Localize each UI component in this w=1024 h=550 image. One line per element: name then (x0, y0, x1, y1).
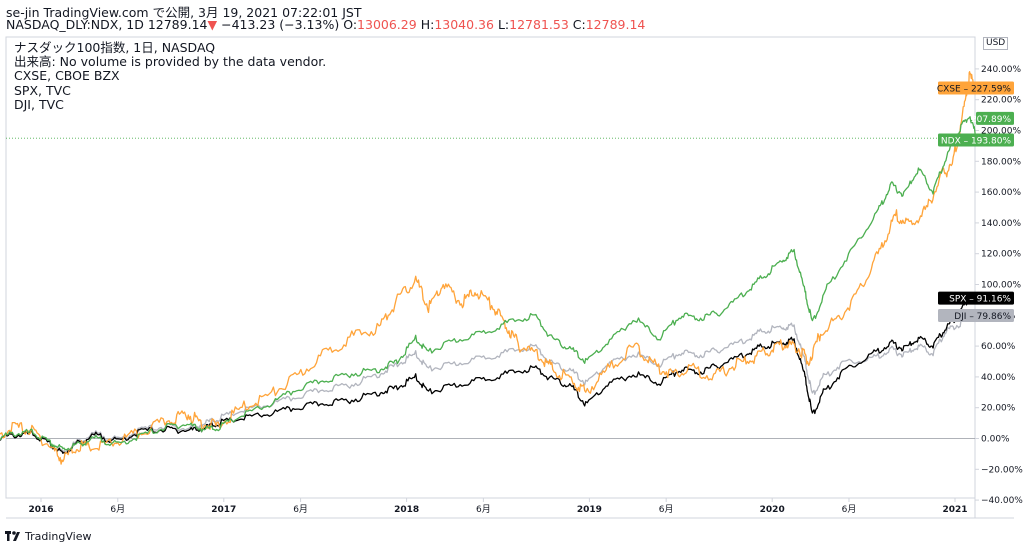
last-value-text-dji: DJI – 79.86% (954, 312, 1011, 322)
high-value: 13040.36 (434, 17, 494, 32)
last-value-tag-bare (976, 111, 1014, 125)
y-tick-label: 120.00% (981, 250, 1021, 260)
symbol-ohlc-line: NASDAQ_DLY:NDX, 1D 12789.14▼ −413.23 (−3… (6, 17, 645, 32)
symbol[interactable]: NASDAQ_DLY:NDX, 1D (6, 17, 144, 32)
x-tick-label: 2017 (211, 505, 236, 515)
legend-main-series[interactable]: ナスダック100指数, 1日, NASDAQ (14, 40, 216, 55)
close-value: 12789.14 (585, 17, 646, 32)
currency-label[interactable]: USD (983, 37, 1009, 50)
chart-legend: ナスダック100指数, 1日, NASDAQ 出来高: No volume is… (14, 40, 327, 112)
y-tick-label: 20.00% (981, 404, 1016, 414)
y-tick-label: 220.00% (981, 96, 1021, 106)
y-tick-label: 240.00% (981, 65, 1021, 75)
x-tick-label: 2021 (942, 505, 967, 515)
legend-volume: 出来高: No volume is provided by the data v… (14, 54, 327, 70)
footer-brand[interactable]: TradingView (5, 530, 91, 543)
high-label: H: (420, 17, 435, 32)
series-line-cxse[interactable] (0, 71, 978, 465)
last-value-tag-ndx (938, 133, 1014, 147)
tradingview-logo-icon (5, 531, 20, 541)
y-tick-label: −40.00% (981, 496, 1023, 506)
x-tick-label: 6月 (110, 504, 125, 515)
x-tick-label: 2020 (760, 505, 785, 515)
low-value: 12781.53 (509, 17, 569, 32)
publish-line: se-jin TradingView.com で公開, 3月 19, 2021 … (6, 5, 362, 20)
y-tick-label: 200.00% (981, 127, 1021, 137)
series-line-spx[interactable] (0, 293, 978, 455)
low-label: L: (497, 17, 510, 32)
x-tick-label: 2018 (394, 505, 419, 515)
x-tick-label: 2016 (28, 505, 53, 515)
x-tick-label: 2019 (577, 505, 602, 515)
close-label: C: (572, 17, 586, 32)
open-label: O: (343, 17, 358, 32)
x-tick-label: 6月 (293, 504, 308, 515)
last-value-text-spx: SPX – 91.16% (949, 295, 1011, 305)
y-tick-label: 100.00% (981, 281, 1021, 291)
x-tick-label: 6月 (476, 504, 491, 515)
legend-cxse[interactable]: CXSE, CBOE BZX (14, 68, 120, 84)
price-change: −413.23 (−3.13%) (221, 17, 340, 32)
y-tick-label: 140.00% (981, 219, 1021, 229)
last-price: 12789.14 (147, 17, 208, 32)
last-value-tag-spx (938, 291, 1014, 305)
y-tick-label: 0.00% (981, 435, 1010, 445)
last-value-tag-cxse (938, 81, 1014, 95)
last-value-text-bare: 207.89% (971, 115, 1011, 125)
x-tick-label: 6月 (842, 504, 857, 515)
series-line-dji[interactable] (0, 311, 978, 453)
last-value-text-cxse: CXSE – 227.59% (937, 85, 1012, 95)
series-line-ndx[interactable] (0, 116, 978, 451)
last-value-tag-dji (938, 309, 1014, 323)
y-tick-label: 180.00% (981, 157, 1021, 167)
y-tick-label: 160.00% (981, 188, 1021, 198)
last-value-text-ndx: NDX – 193.80% (941, 137, 1012, 147)
down-arrow-icon: ▼ (207, 17, 218, 32)
y-tick-label: 60.00% (981, 342, 1016, 352)
legend-dji[interactable]: DJI, TVC (14, 96, 64, 112)
x-tick-label: 6月 (659, 504, 674, 515)
y-tick-label: 40.00% (981, 373, 1016, 383)
y-tick-label: −20.00% (981, 465, 1023, 475)
footer-brand-label: TradingView (25, 530, 92, 543)
open-value: 13006.29 (357, 17, 417, 32)
legend-spx[interactable]: SPX, TVC (14, 82, 71, 98)
